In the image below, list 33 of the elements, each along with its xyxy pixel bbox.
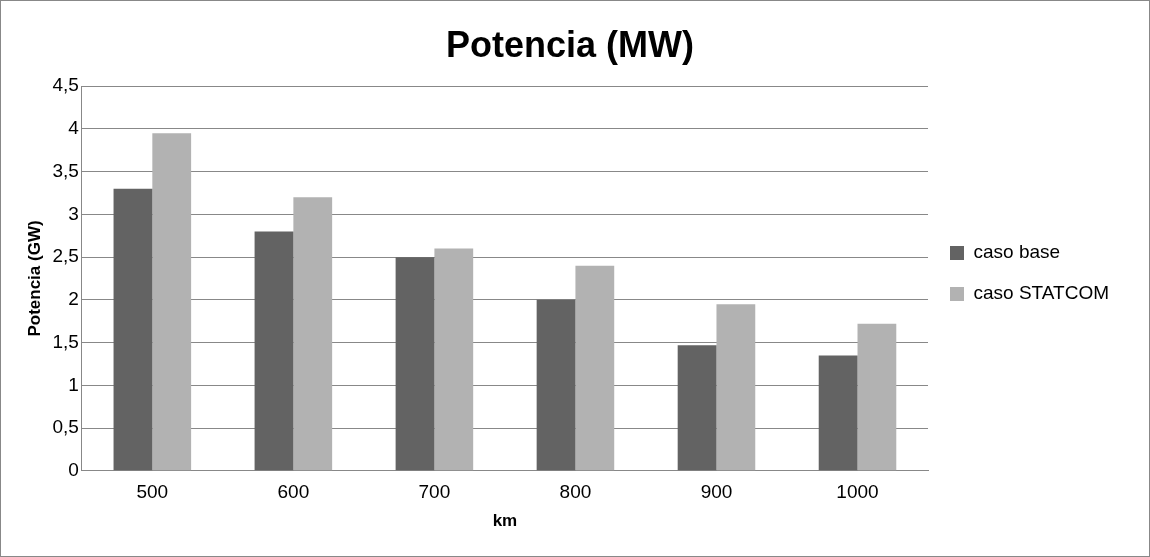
y-tick-label: 1: [68, 373, 79, 395]
bar: [152, 133, 192, 471]
x-tick-label: 700: [418, 481, 451, 503]
x-axis-title: km: [492, 511, 518, 531]
bar: [113, 188, 153, 471]
y-tick-label: 1,5: [52, 330, 79, 352]
x-tick-label: 800: [559, 481, 592, 503]
y-tick-label: 3,5: [52, 159, 79, 181]
x-tick-label: 600: [277, 481, 310, 503]
bar: [395, 257, 435, 471]
y-tick-label: 2,5: [52, 245, 79, 267]
bar: [716, 304, 756, 471]
bar: [536, 299, 576, 471]
bar: [857, 323, 897, 471]
y-tick-label: 0,5: [52, 416, 79, 438]
y-tick-label: 4,5: [52, 74, 79, 96]
x-tick-label: 900: [700, 481, 733, 503]
bar: [254, 231, 294, 471]
chart-title: Potencia (MW): [446, 23, 694, 65]
bar: [293, 197, 333, 471]
y-tick-label: 2: [68, 288, 79, 310]
bar: [434, 248, 474, 471]
bar: [575, 265, 615, 471]
legend-label: caso STATCOM: [973, 282, 1110, 304]
y-tick-label: 3: [68, 202, 79, 224]
x-tick-label: 500: [136, 481, 169, 503]
y-tick-label: 0: [68, 459, 79, 481]
x-tick-label: 1000: [836, 481, 879, 503]
legend-label: caso base: [973, 241, 1061, 263]
bar: [818, 355, 858, 471]
y-tick-label: 4: [68, 117, 80, 139]
y-axis-title: Potencia (GW): [24, 220, 44, 337]
bar: [677, 345, 717, 471]
